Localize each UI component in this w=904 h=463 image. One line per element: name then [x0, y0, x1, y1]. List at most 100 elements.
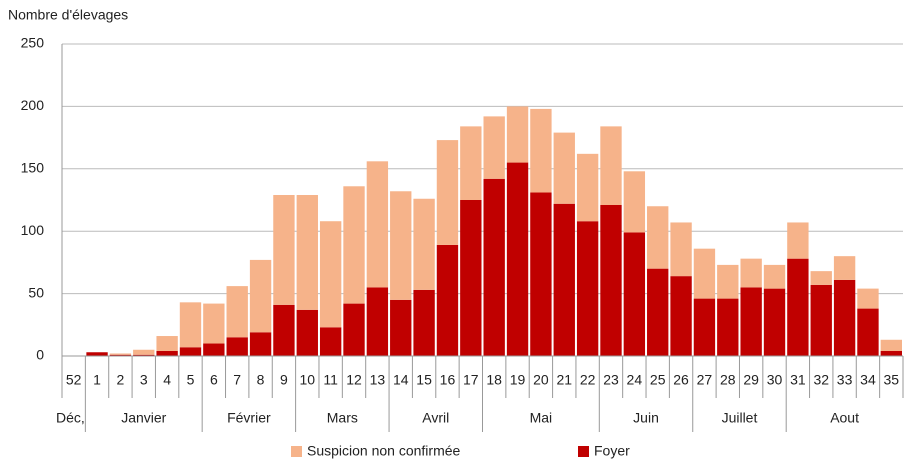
bar-segment	[133, 354, 155, 356]
x-tick-label: 33	[837, 372, 853, 388]
legend-swatch	[578, 446, 589, 457]
x-tick-label: 52	[66, 372, 82, 388]
x-tick-label: 10	[300, 372, 316, 388]
month-label: Aout	[830, 410, 859, 426]
bar-segment	[133, 349, 155, 355]
x-tick-label: 8	[257, 372, 265, 388]
bar-segment	[647, 268, 669, 356]
y-tick-label: 150	[21, 160, 45, 176]
x-tick-label: 18	[486, 372, 502, 388]
y-tick-label: 100	[21, 222, 45, 238]
x-tick-label: 20	[533, 372, 549, 388]
bar-segment	[693, 248, 716, 299]
legend-label: Suspicion non confirmée	[307, 443, 461, 459]
bar-segment	[530, 108, 552, 193]
bar-segment	[763, 288, 786, 356]
bar-segment	[670, 276, 692, 356]
bar-segment	[86, 352, 108, 356]
bar-segment	[623, 232, 646, 356]
x-tick-label: 23	[603, 372, 619, 388]
month-label: Juillet	[722, 410, 758, 426]
bar-segment	[343, 186, 365, 304]
bar-segment	[576, 221, 599, 356]
bar-segment	[319, 221, 342, 328]
bar-segment	[436, 244, 459, 356]
x-tick-label: 25	[650, 372, 666, 388]
bar-segment	[413, 289, 435, 356]
x-tick-label: 24	[627, 372, 643, 388]
x-tick-label: 2	[117, 372, 125, 388]
bar-segment	[553, 132, 575, 204]
bar-segment	[249, 259, 272, 333]
x-tick-label: 19	[510, 372, 526, 388]
bar-segment	[857, 308, 879, 356]
bar-segment	[576, 153, 599, 222]
bar-segment	[413, 198, 435, 290]
bar-segment	[693, 298, 716, 356]
bar-segment	[600, 204, 622, 356]
bar-segment	[506, 162, 529, 356]
bar-segment	[857, 288, 879, 309]
bar-segment	[319, 327, 342, 356]
bar-segment	[787, 258, 809, 356]
bar-segment	[390, 299, 412, 356]
month-label: Avril	[422, 410, 449, 426]
x-tick-label: 9	[280, 372, 288, 388]
bar-segment	[740, 258, 762, 288]
x-tick-label: 1	[93, 372, 101, 388]
bar-segment	[273, 304, 295, 356]
month-label: Février	[227, 410, 271, 426]
x-tick-label: 11	[323, 372, 338, 388]
month-label: Déc,	[56, 410, 85, 426]
x-tick-label: 16	[440, 372, 456, 388]
bar-segment	[623, 171, 646, 233]
month-label: Mars	[327, 410, 358, 426]
bar-segment	[156, 351, 178, 356]
bar-segment	[460, 126, 482, 200]
y-tick-label: 200	[21, 97, 45, 113]
bar-segment	[740, 287, 762, 356]
bar-segment	[109, 354, 132, 356]
bar-segment	[880, 351, 902, 356]
bar-segment	[460, 200, 482, 356]
bar-segment	[390, 191, 412, 300]
legend-swatch	[291, 446, 302, 457]
x-tick-label: 29	[743, 372, 759, 388]
bar-segment	[109, 353, 132, 355]
bar-segment	[203, 343, 225, 356]
x-tick-label: 17	[463, 372, 479, 388]
y-axis-label: Nombre d'élevages	[8, 7, 128, 23]
x-tick-label: 6	[210, 372, 218, 388]
bar-segment	[810, 271, 832, 285]
legend-label: Foyer	[594, 443, 630, 459]
bar-segment	[787, 222, 809, 259]
bar-segment	[296, 195, 318, 310]
x-tick-label: 34	[860, 372, 876, 388]
bar-segment	[156, 336, 178, 352]
x-tick-label: 14	[393, 372, 409, 388]
bar-segment	[273, 195, 295, 305]
x-tick-label: 22	[580, 372, 596, 388]
bar-segment	[833, 279, 856, 356]
x-tick-label: 26	[673, 372, 689, 388]
x-tick-label: 5	[187, 372, 195, 388]
x-tick-label: 30	[767, 372, 783, 388]
bar-segment	[179, 347, 202, 356]
month-label: Mai	[530, 410, 553, 426]
bar-segment	[483, 116, 505, 179]
bar-segment	[366, 161, 389, 288]
bar-segment	[647, 206, 669, 269]
bar-segment	[880, 339, 902, 352]
bar-segment	[506, 106, 529, 163]
y-tick-label: 0	[36, 347, 44, 363]
bar-segment	[179, 302, 202, 348]
bar-segment	[203, 303, 225, 344]
bar-segment	[553, 203, 575, 356]
bar-segment	[296, 309, 318, 356]
bar-segment	[833, 256, 856, 280]
bar-segment	[226, 337, 248, 356]
x-tick-label: 4	[163, 372, 171, 388]
bar-segment	[810, 284, 832, 356]
bar-segment	[366, 287, 389, 356]
bar-segment	[530, 192, 552, 356]
